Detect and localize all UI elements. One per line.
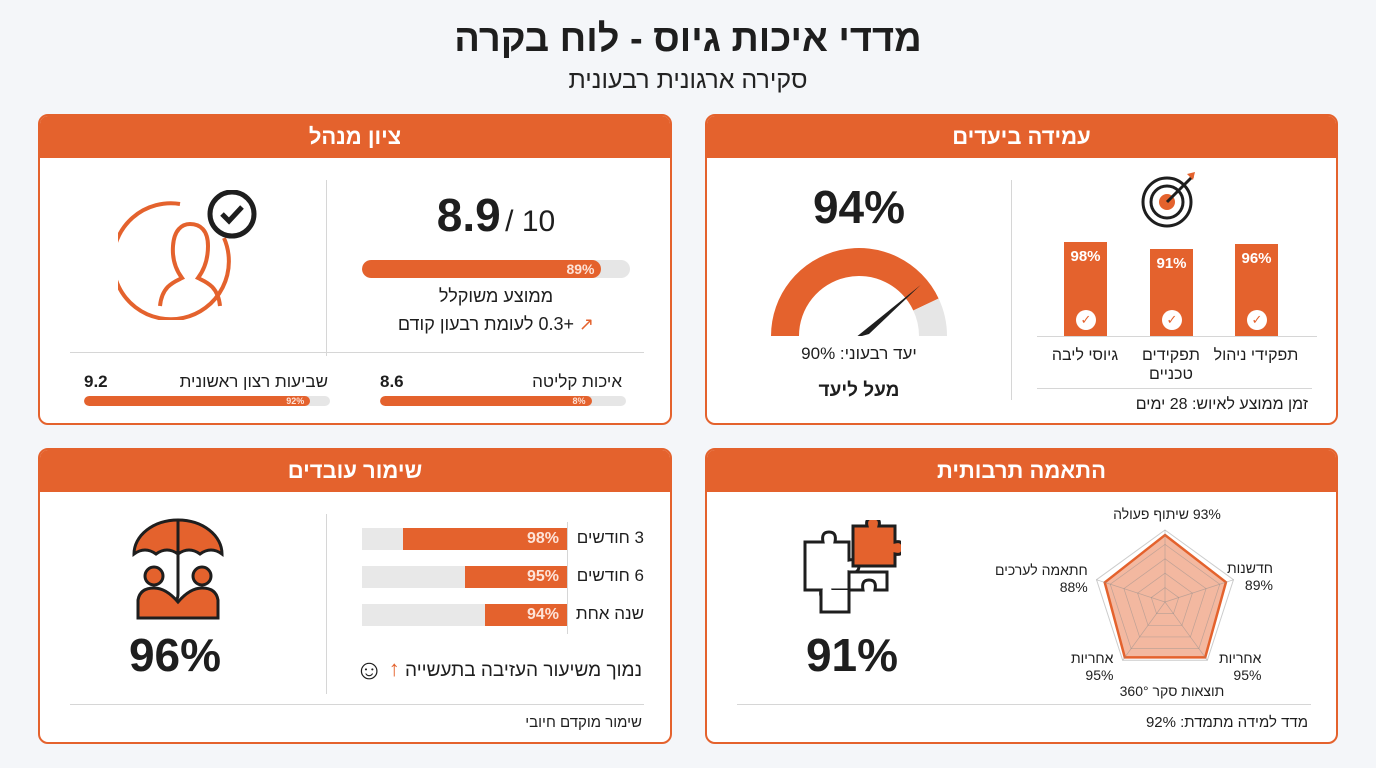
smiley-icon: ☺ bbox=[354, 654, 384, 685]
radar-label: 93% שיתוף פעולה bbox=[1113, 506, 1221, 522]
radar-label: חתאמה לערכים 88% bbox=[995, 562, 1088, 595]
note-text: נמוך משיעור העזיבה בתעשייה bbox=[405, 660, 642, 681]
divider bbox=[70, 352, 644, 353]
retention-bar: 95% bbox=[362, 566, 567, 588]
bar: 98% ✓ bbox=[1064, 241, 1107, 336]
trend-text: +0.3 לעומת רבעון קודם bbox=[397, 314, 574, 334]
retention-row-label: שנה אחת bbox=[575, 604, 644, 623]
umbrella-people-icon bbox=[132, 518, 224, 620]
divider bbox=[737, 704, 1311, 705]
bar-value: 91% bbox=[1156, 254, 1187, 272]
bar-value: 96% bbox=[1241, 249, 1272, 267]
bar-value: 98% bbox=[526, 530, 559, 547]
radar-axis bbox=[1164, 579, 1234, 603]
retention-row-label: 3 חודשים bbox=[576, 528, 644, 547]
metric-value: 8.6 bbox=[380, 372, 404, 391]
radar-caption: תוצאות סקר 360° bbox=[1119, 683, 1225, 699]
bar-label: 8% bbox=[572, 396, 586, 406]
weighted-avg-bar-fill: 89% bbox=[362, 260, 601, 278]
page-subtitle: סקירה ארגונית רבעונית bbox=[568, 66, 808, 94]
check-icon: ✓ bbox=[1162, 309, 1182, 330]
gauge bbox=[771, 247, 947, 336]
baseline bbox=[1037, 336, 1317, 337]
retention-bar-fill: 98% bbox=[403, 528, 567, 550]
retention-bar-fill: 95% bbox=[464, 566, 567, 588]
retention-row-label: 6 חודשים bbox=[576, 566, 644, 585]
bar: 96% ✓ bbox=[1235, 243, 1278, 336]
bar-label: 89% bbox=[566, 261, 595, 277]
retention-bar-fill: 94% bbox=[485, 604, 567, 626]
page-title: מדדי איכות גיוס - לוח בקרה bbox=[454, 18, 922, 60]
arrow-up-icon: ↑ bbox=[388, 656, 400, 681]
radar-label: אחריות 95% bbox=[1071, 650, 1114, 683]
industry-note: נמוך משיעור העזיבה בתעשייה ↑ ☺ bbox=[355, 654, 642, 686]
score-value: 8.9 bbox=[436, 189, 501, 241]
metric-label: שביעות רצון ראשונית bbox=[179, 372, 328, 391]
divider bbox=[70, 704, 644, 705]
status-badge: מעל ליעד bbox=[818, 380, 900, 401]
retention-bar: 98% bbox=[362, 528, 567, 550]
panel-title: שימור עובדים bbox=[40, 450, 670, 492]
retention-bar: 94% bbox=[362, 604, 567, 626]
axis bbox=[567, 522, 568, 634]
bar-label: תפקידים טכניים bbox=[1142, 347, 1200, 383]
targets-panel: עמידה ביעדים 94% יעד רבעוני: 90% מעל ליע… bbox=[705, 114, 1338, 425]
bar-value: 94% bbox=[526, 606, 559, 623]
gauge-fill bbox=[771, 247, 939, 336]
gauge-track bbox=[913, 298, 947, 336]
panel-title: התאמה תרבותית bbox=[707, 450, 1336, 492]
retention-value: 96% bbox=[128, 629, 222, 681]
bar: 91% ✓ bbox=[1150, 248, 1193, 336]
target-label: יעד רבעוני: 90% bbox=[801, 344, 917, 363]
panel-title: ציון מנהל bbox=[40, 116, 670, 158]
radar-grid bbox=[1137, 572, 1193, 626]
check-icon: ✓ bbox=[1247, 309, 1267, 330]
arrow-up-right-icon: ↗ bbox=[579, 314, 595, 334]
divider bbox=[326, 514, 327, 694]
manager-score-panel: ציון מנהל 8.9 / 10 89% ממוצע משוקלל ↗ +0… bbox=[38, 114, 672, 425]
radar-label: חדשנות 89% bbox=[1227, 560, 1273, 593]
score-out-of: / 10 bbox=[505, 205, 556, 238]
targets-value: 94% bbox=[812, 181, 906, 233]
metric-value: 9.2 bbox=[84, 372, 108, 391]
metric-bar-fill: 8% bbox=[380, 396, 592, 406]
bar-value: 95% bbox=[526, 568, 559, 585]
bar-label: גיוסי ליבה bbox=[1051, 347, 1119, 364]
target-icon bbox=[1141, 172, 1195, 228]
metric-bar: 8% bbox=[380, 396, 626, 406]
divider bbox=[1011, 180, 1012, 400]
radar-label: אחריות 95% bbox=[1219, 650, 1262, 683]
divider bbox=[1037, 388, 1312, 389]
radar-grid bbox=[1109, 543, 1221, 649]
score-display: 8.9 / 10 bbox=[380, 188, 612, 242]
radar-axis bbox=[1096, 579, 1166, 603]
panel-title: עמידה ביעדים bbox=[707, 116, 1336, 158]
culture-footer: מדד למידה מתמדת: 92% bbox=[1145, 714, 1308, 731]
metric-label: איכות קליטה bbox=[532, 372, 622, 391]
retention-panel: שימור עובדים 96% 98% 3 חודשים 95% 6 חודש… bbox=[38, 448, 672, 744]
user-check-icon bbox=[118, 190, 257, 320]
bar-label: 92% bbox=[286, 396, 305, 406]
metric-bar-fill: 92% bbox=[84, 396, 311, 406]
bar-value: 98% bbox=[1070, 247, 1101, 265]
divider bbox=[326, 180, 327, 356]
radar-grid bbox=[1150, 587, 1180, 614]
bar-label: תפקידי ניהול bbox=[1213, 347, 1299, 364]
trend-row: ↗ +0.3 לעומת רבעון קודם bbox=[362, 314, 630, 335]
metric-bar: 92% bbox=[84, 396, 330, 406]
retention-footer: שימור מוקדם חיובי bbox=[525, 714, 642, 731]
weighted-avg-label: ממוצע משוקלל bbox=[438, 286, 554, 306]
check-icon: ✓ bbox=[1076, 309, 1096, 330]
radar-axis bbox=[1122, 601, 1166, 661]
culture-panel: התאמה תרבותית 91% 93% שיתוף פעולה חדשנות… bbox=[705, 448, 1338, 744]
avg-time-to-fill: זמן ממוצע לאיוש: 28 ימים bbox=[1135, 396, 1308, 413]
radar-grid bbox=[1123, 558, 1207, 638]
weighted-avg-bar: 89% bbox=[362, 260, 630, 278]
radar-axis bbox=[1164, 601, 1208, 661]
puzzle-icon bbox=[803, 520, 901, 614]
radar-chart bbox=[1095, 529, 1235, 661]
culture-value: 91% bbox=[805, 629, 899, 681]
